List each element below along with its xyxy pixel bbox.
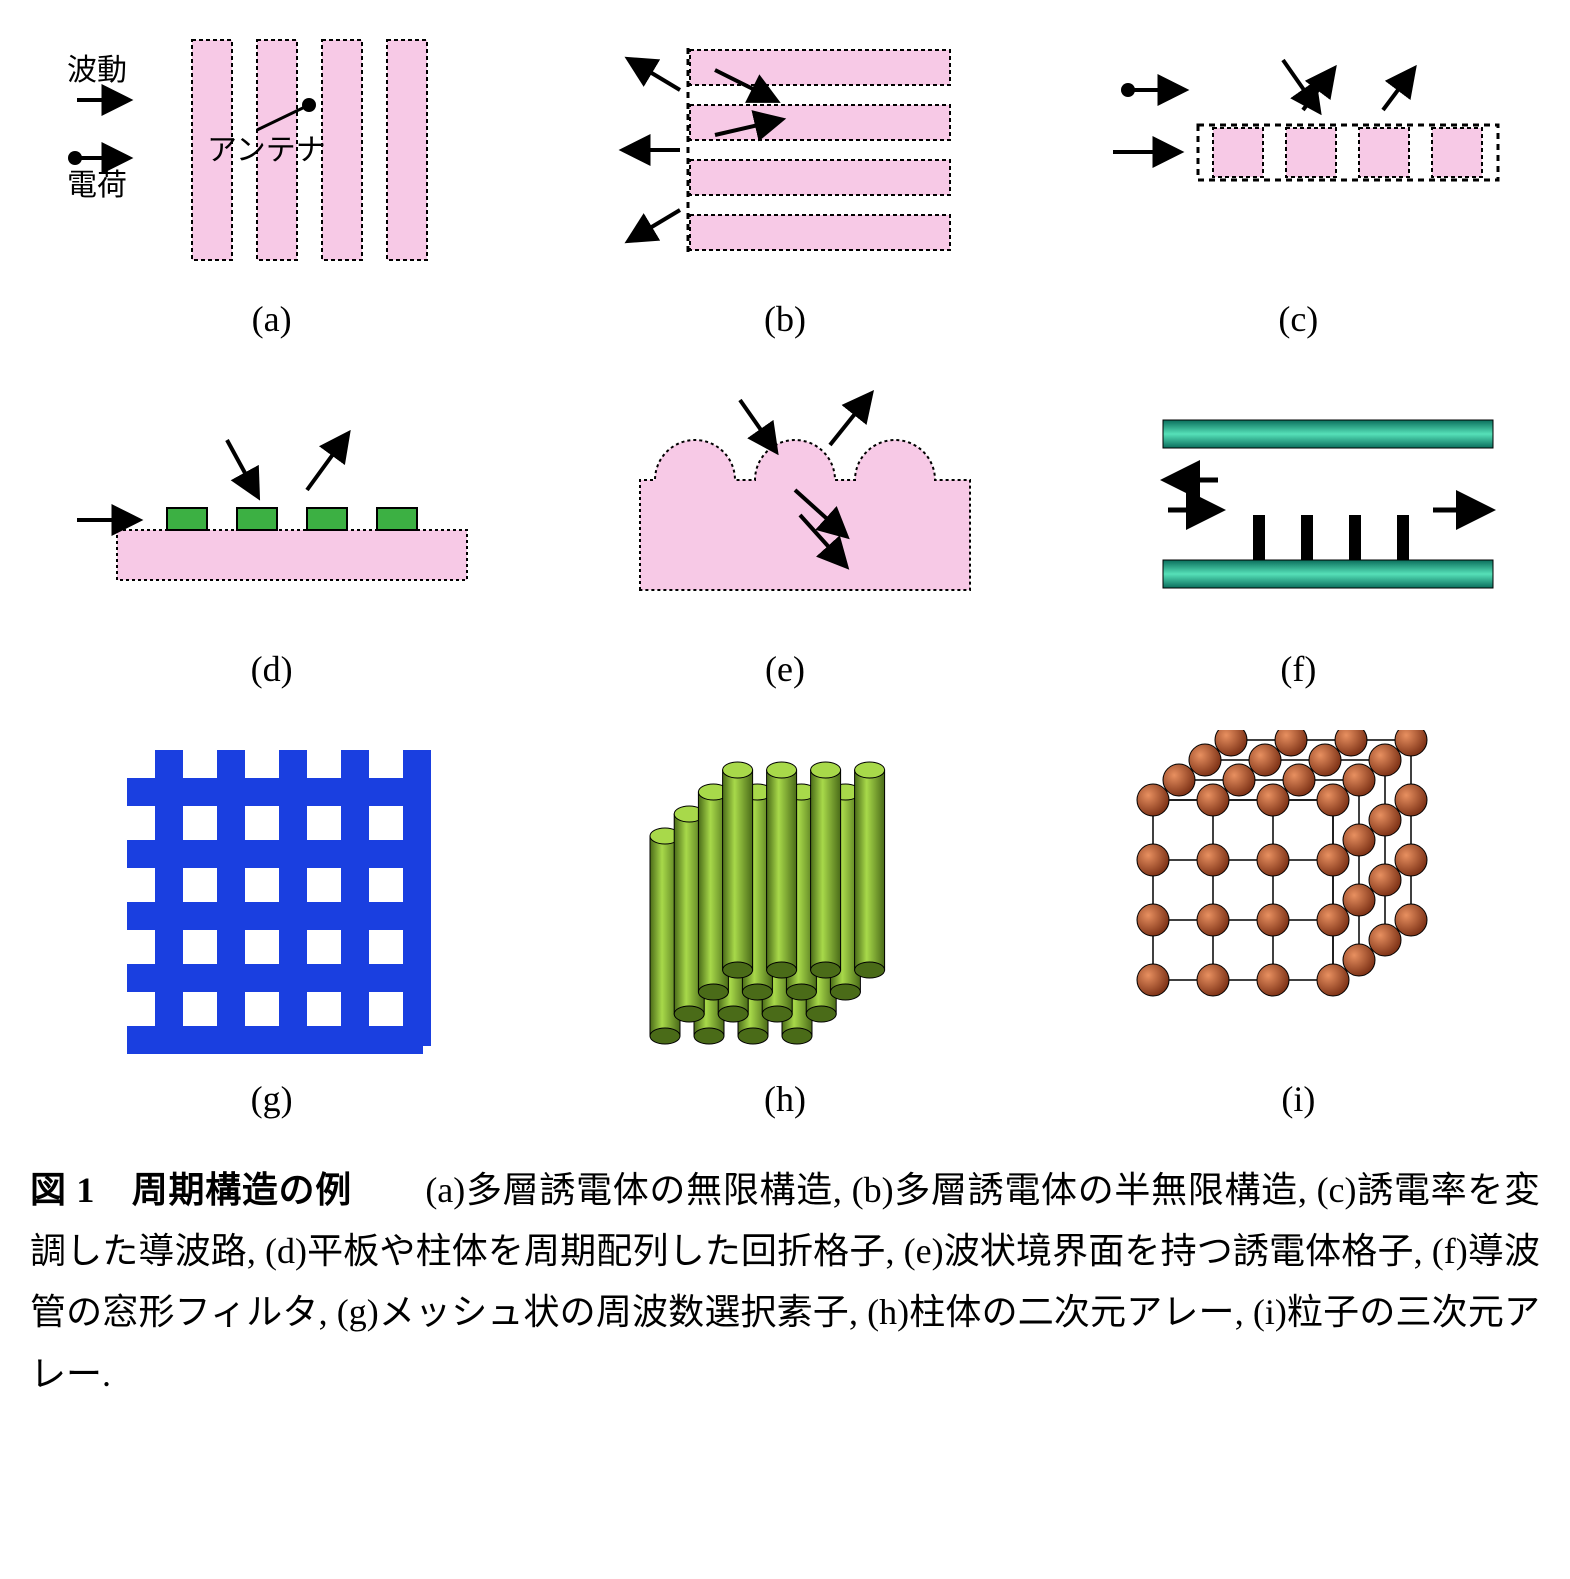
- panel-label-g: (g): [251, 1078, 293, 1120]
- diagram-c: [1083, 30, 1513, 280]
- panel-e: (e): [543, 380, 1026, 690]
- label-antenna: アンテナ: [207, 134, 326, 167]
- diagram-h: [570, 730, 1000, 1060]
- figure-caption: 図 1 周期構造の例 (a)多層誘電体の無限構造, (b)多層誘電体の半無限構造…: [30, 1160, 1540, 1405]
- panel-h: (h): [543, 730, 1026, 1120]
- diagram-i: [1083, 730, 1513, 1060]
- panel-f: (f): [1057, 380, 1540, 690]
- diagram-e: [570, 380, 1000, 630]
- label-wave: 波動: [67, 54, 127, 87]
- panel-label-e: (e): [765, 648, 805, 690]
- panel-a: 波動 電荷 アンテナ (a): [30, 30, 513, 340]
- panel-label-f: (f): [1280, 648, 1316, 690]
- panel-g: (g): [30, 730, 513, 1120]
- diagram-d: [57, 380, 487, 630]
- panel-i: (i): [1057, 730, 1540, 1120]
- caption-title: 図 1 周期構造の例: [30, 1170, 352, 1210]
- panel-label-i: (i): [1281, 1078, 1315, 1120]
- panel-b: (b): [543, 30, 1026, 340]
- diagram-b: [570, 30, 1000, 280]
- panel-label-h: (h): [764, 1078, 806, 1120]
- figure-grid: 波動 電荷 アンテナ (a): [30, 30, 1540, 1120]
- panel-label-c: (c): [1278, 298, 1318, 340]
- panel-label-b: (b): [764, 298, 806, 340]
- label-charge: 電荷: [67, 169, 127, 202]
- diagram-g: [107, 730, 437, 1060]
- diagram-f: [1083, 380, 1513, 630]
- panel-label-d: (d): [251, 648, 293, 690]
- panel-d: (d): [30, 380, 513, 690]
- diagram-a: 波動 電荷 アンテナ: [57, 30, 487, 280]
- panel-c: (c): [1057, 30, 1540, 340]
- panel-label-a: (a): [252, 298, 292, 340]
